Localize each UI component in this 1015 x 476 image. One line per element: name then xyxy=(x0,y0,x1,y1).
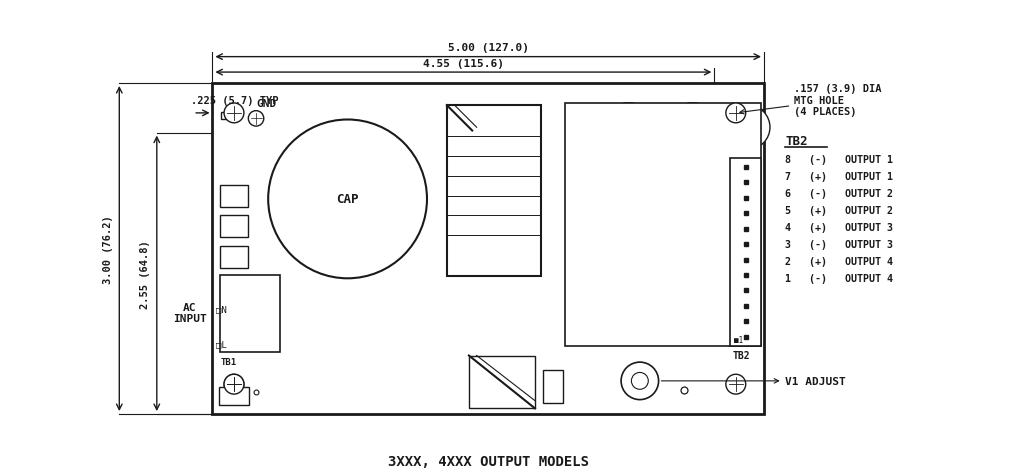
Bar xyxy=(447,106,541,277)
Circle shape xyxy=(726,106,770,150)
Text: 3   (-)   OUTPUT 3: 3 (-) OUTPUT 3 xyxy=(786,239,893,249)
Circle shape xyxy=(224,104,244,124)
Circle shape xyxy=(621,362,659,400)
Text: 6   (-)   OUTPUT 2: 6 (-) OUTPUT 2 xyxy=(786,188,893,198)
Bar xyxy=(219,276,280,352)
Circle shape xyxy=(660,104,726,170)
Text: V1 ADJUST: V1 ADJUST xyxy=(662,376,847,386)
Text: .157 (3.9) DIA
MTG HOLE
(4 PLACES): .157 (3.9) DIA MTG HOLE (4 PLACES) xyxy=(740,84,882,117)
Text: 2   (+)   OUTPUT 4: 2 (+) OUTPUT 4 xyxy=(786,257,893,267)
Text: 5.00 (127.0): 5.00 (127.0) xyxy=(448,43,529,53)
Bar xyxy=(212,84,764,414)
Text: 1   (-)   OUTPUT 4: 1 (-) OUTPUT 4 xyxy=(786,274,893,284)
Bar xyxy=(219,216,249,238)
Bar xyxy=(218,387,250,405)
Text: 3.00 (76.2): 3.00 (76.2) xyxy=(103,215,113,283)
Circle shape xyxy=(268,120,427,279)
Text: 4   (+)   OUTPUT 3: 4 (+) OUTPUT 3 xyxy=(786,223,893,233)
Circle shape xyxy=(574,175,634,235)
Text: CAP: CAP xyxy=(336,193,359,206)
Circle shape xyxy=(726,375,746,394)
Circle shape xyxy=(596,104,662,170)
Text: 7   (+)   OUTPUT 1: 7 (+) OUTPUT 1 xyxy=(786,171,893,181)
Text: GND: GND xyxy=(256,99,276,109)
Text: AC
INPUT: AC INPUT xyxy=(173,302,207,324)
Text: 4.55 (115.6): 4.55 (115.6) xyxy=(423,59,503,69)
Bar xyxy=(543,370,562,403)
Text: 3XXX, 4XXX OUTPUT MODELS: 3XXX, 4XXX OUTPUT MODELS xyxy=(388,455,589,468)
Circle shape xyxy=(224,375,244,394)
Bar xyxy=(219,247,249,269)
Circle shape xyxy=(574,245,634,304)
Circle shape xyxy=(694,245,753,304)
Text: TB1: TB1 xyxy=(220,357,236,366)
Text: .225 (5.7) TYP: .225 (5.7) TYP xyxy=(191,96,278,106)
Bar xyxy=(565,104,761,346)
Circle shape xyxy=(249,111,264,127)
Text: 5   (+)   OUTPUT 2: 5 (+) OUTPUT 2 xyxy=(786,206,893,216)
Circle shape xyxy=(224,375,244,394)
Text: TB2: TB2 xyxy=(786,135,808,148)
Bar xyxy=(469,356,535,408)
Text: TB2: TB2 xyxy=(733,350,750,360)
Text: ■1: ■1 xyxy=(735,336,744,345)
Text: 2.55 (64.8): 2.55 (64.8) xyxy=(140,239,150,308)
Text: □N: □N xyxy=(216,305,227,314)
Bar xyxy=(220,112,239,120)
Circle shape xyxy=(726,104,746,124)
Circle shape xyxy=(631,373,649,389)
Text: □L: □L xyxy=(216,339,227,348)
Text: 8   (-)   OUTPUT 1: 8 (-) OUTPUT 1 xyxy=(786,154,893,164)
Bar xyxy=(730,159,761,346)
Bar xyxy=(219,185,249,207)
Circle shape xyxy=(634,245,694,304)
Circle shape xyxy=(634,175,694,235)
Circle shape xyxy=(694,175,753,235)
